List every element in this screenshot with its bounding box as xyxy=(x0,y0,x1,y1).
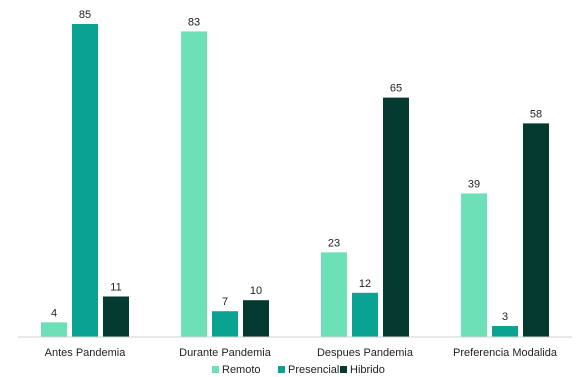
value-label-antes-pandemia-hibrido: 11 xyxy=(110,282,121,294)
legend: Remoto Presencial Hibrido xyxy=(212,364,385,376)
bar-durante-pandemia-hibrido xyxy=(243,300,269,337)
legend-swatch-remoto xyxy=(212,366,219,373)
legend-swatch-presencial xyxy=(278,366,285,373)
value-label-antes-pandemia-presencial: 85 xyxy=(79,9,91,21)
bar-despues-pandemia-presencial xyxy=(352,292,378,337)
x-tick-label-durante-pandemia: Durante Pandemia xyxy=(179,347,272,359)
x-tick-labels: Antes Pandemia Durante Pandemia Despues Pa… xyxy=(45,347,558,359)
value-label-durante-pandemia-remoto: 83 xyxy=(188,16,200,28)
value-label-antes-pandemia-remoto: 4 xyxy=(51,307,57,319)
value-label-preferencia-modalida-presencial: 3 xyxy=(502,311,508,323)
bar-durante-pandemia-remoto xyxy=(181,31,207,338)
value-label-preferencia-modalida-remoto: 39 xyxy=(468,178,480,190)
value-label-despues-pandemia-presencial: 12 xyxy=(359,278,371,290)
bar-despues-pandemia-hibrido xyxy=(383,97,409,337)
bar-despues-pandemia-remoto xyxy=(321,252,347,337)
value-labels-layer: 4 85 11 83 7 10 23 12 65 39 3 58 xyxy=(51,9,542,323)
bar-antes-pandemia-hibrido xyxy=(103,296,129,337)
value-label-durante-pandemia-presencial: 7 xyxy=(222,296,228,308)
value-label-preferencia-modalida-hibrido: 58 xyxy=(530,108,542,120)
value-label-despues-pandemia-hibrido: 65 xyxy=(390,83,402,95)
value-label-durante-pandemia-hibrido: 10 xyxy=(250,285,262,297)
bar-antes-pandemia-presencial xyxy=(72,24,98,337)
legend-swatch-hibrido xyxy=(340,366,347,373)
bar-preferencia-modalida-remoto xyxy=(461,193,487,337)
bar-antes-pandemia-remoto xyxy=(41,322,67,337)
x-tick-label-despues-pandemia: Despues Pandemia xyxy=(317,347,414,359)
x-tick-label-antes-pandemia: Antes Pandemia xyxy=(45,347,127,359)
legend-label-presencial: Presencial xyxy=(288,364,339,376)
legend-label-remoto: Remoto xyxy=(222,364,261,376)
value-label-despues-pandemia-remoto: 23 xyxy=(328,237,340,249)
bar-preferencia-modalida-hibrido xyxy=(523,123,549,338)
bars-layer xyxy=(41,24,549,338)
bar-durante-pandemia-presencial xyxy=(212,311,238,337)
bar-preferencia-modalida-presencial xyxy=(492,326,518,337)
x-tick-label-preferencia-modalida: Preferencia Modalida xyxy=(453,347,558,359)
legend-label-hibrido: Hibrido xyxy=(350,364,385,376)
